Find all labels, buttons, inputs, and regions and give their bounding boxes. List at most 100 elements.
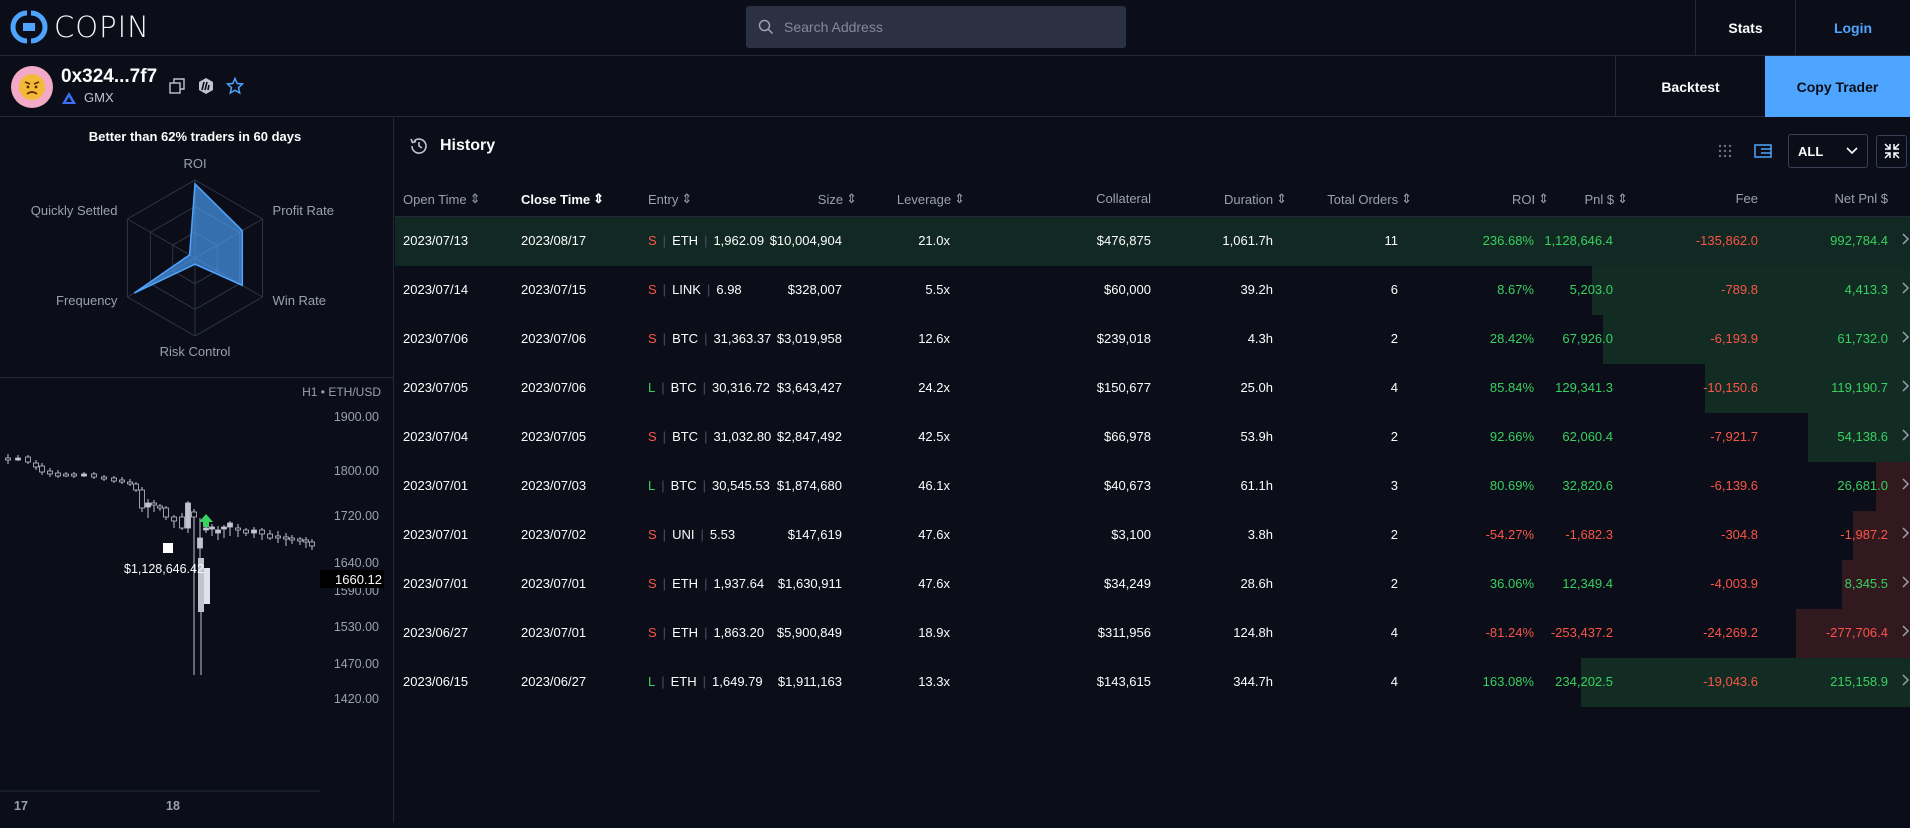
open-time-cell: 2023/07/01 — [403, 527, 468, 542]
protocol-label: GMX — [62, 90, 114, 105]
token-label: LINK — [672, 282, 701, 297]
exit-marker-icon[interactable] — [199, 514, 213, 522]
leverage-cell: 5.5x — [925, 282, 950, 297]
net-pnl-cell: 61,732.0 — [1837, 331, 1888, 346]
radar-axis-label: Win Rate — [273, 293, 326, 308]
candlestick-chart[interactable]: H1 • ETH/USD1900.001800.001720.001640.00… — [0, 378, 394, 823]
collateral-cell: $150,677 — [1097, 380, 1151, 395]
roi-cell: 80.69% — [1490, 478, 1534, 493]
candle-body — [204, 528, 209, 530]
col-duration[interactable]: Duration⇕ — [1224, 191, 1287, 207]
col-roi[interactable]: ROI⇕ — [1512, 191, 1549, 207]
chart-pair-label: H1 • ETH/USD — [302, 385, 381, 399]
chevron-right-icon[interactable] — [1902, 576, 1910, 591]
arbitrum-icon[interactable] — [197, 77, 215, 95]
entry-marker[interactable] — [163, 543, 173, 553]
col-entry[interactable]: Entry⇕ — [648, 191, 692, 207]
login-button[interactable]: Login — [1795, 0, 1910, 56]
grid-view-icon[interactable] — [1712, 138, 1738, 164]
history-icon — [408, 135, 430, 157]
duration-cell: 25.0h — [1240, 380, 1273, 395]
radar-axis-label: Frequency — [56, 293, 118, 308]
copin-logo-icon — [10, 10, 48, 44]
duration-cell: 53.9h — [1240, 429, 1273, 444]
chevron-right-icon[interactable] — [1902, 331, 1910, 346]
open-time-cell: 2023/07/01 — [403, 478, 468, 493]
chevron-right-icon[interactable] — [1902, 674, 1910, 689]
collateral-cell: $34,249 — [1104, 576, 1151, 591]
size-cell: $5,900,849 — [777, 625, 842, 640]
collapse-button[interactable] — [1876, 135, 1907, 168]
chevron-right-icon[interactable] — [1902, 380, 1910, 395]
pnl-cell: 1,128,646.4 — [1544, 233, 1613, 248]
stats-link[interactable]: Stats — [1695, 0, 1795, 56]
brand-logo[interactable]: COPIN — [10, 10, 150, 44]
separator: | — [663, 282, 666, 297]
leverage-cell: 42.5x — [918, 429, 950, 444]
collateral-cell: $66,978 — [1104, 429, 1151, 444]
chevron-right-icon[interactable] — [1902, 233, 1910, 248]
open-time-cell: 2023/07/14 — [403, 282, 468, 297]
entry-price: 1,962.09 — [713, 233, 764, 248]
side-badge: S — [648, 331, 657, 346]
sort-icon: ⇕ — [954, 191, 965, 207]
chevron-right-icon[interactable] — [1902, 625, 1910, 640]
list-view-icon[interactable] — [1750, 138, 1776, 164]
size-cell: $10,004,904 — [770, 233, 842, 248]
star-icon[interactable] — [226, 77, 244, 95]
radar-axis-label: Quickly Settled — [31, 203, 118, 218]
gmx-icon — [62, 92, 76, 104]
col-total-orders[interactable]: Total Orders⇕ — [1327, 191, 1412, 207]
duration-cell: 1,061.7h — [1222, 233, 1273, 248]
open-time-cell: 2023/07/06 — [403, 331, 468, 346]
side-badge: S — [648, 233, 657, 248]
chevron-right-icon[interactable] — [1902, 478, 1910, 493]
separator: | — [703, 478, 706, 493]
side-badge: L — [648, 478, 655, 493]
col-close-time[interactable]: Close Time⇕ — [521, 191, 604, 207]
token-label: ETH — [672, 625, 698, 640]
search-input[interactable] — [784, 19, 1104, 35]
search-box[interactable] — [746, 6, 1126, 48]
roi-cell: 28.42% — [1490, 331, 1534, 346]
backtest-button[interactable]: Backtest — [1615, 56, 1765, 117]
protocol-name: GMX — [84, 90, 114, 105]
roi-cell: 163.08% — [1483, 674, 1534, 689]
chevron-right-icon[interactable] — [1902, 429, 1910, 444]
separator: | — [663, 625, 666, 640]
candle-body — [186, 503, 191, 528]
time-filter-select[interactable]: ALL — [1788, 134, 1868, 168]
net-pnl-cell: 992,784.4 — [1830, 233, 1888, 248]
col-pnl[interactable]: Pnl $⇕ — [1584, 191, 1628, 207]
col-leverage[interactable]: Leverage⇕ — [897, 191, 965, 207]
copy-trader-button[interactable]: Copy Trader — [1765, 56, 1910, 117]
pnl-cell: 67,926.0 — [1562, 331, 1613, 346]
chevron-right-icon[interactable] — [1902, 282, 1910, 297]
copy-icon[interactable] — [168, 77, 186, 95]
separator: | — [661, 674, 664, 689]
y-tick-label: 1720.00 — [334, 509, 379, 523]
x-tick-label: 18 — [166, 799, 180, 813]
separator: | — [663, 527, 666, 542]
entry-price: 1,863.20 — [713, 625, 764, 640]
fee-cell: -24,269.2 — [1703, 625, 1758, 640]
candle-body — [172, 517, 177, 521]
chevron-right-icon[interactable] — [1902, 527, 1910, 542]
col-size[interactable]: Size⇕ — [818, 191, 857, 207]
size-cell: $3,019,958 — [777, 331, 842, 346]
col-open-time[interactable]: Open Time⇕ — [403, 191, 481, 207]
entry-cell: L|ETH|1,649.79 — [648, 674, 763, 689]
candle-body — [146, 503, 151, 507]
total-orders-cell: 3 — [1391, 478, 1398, 493]
